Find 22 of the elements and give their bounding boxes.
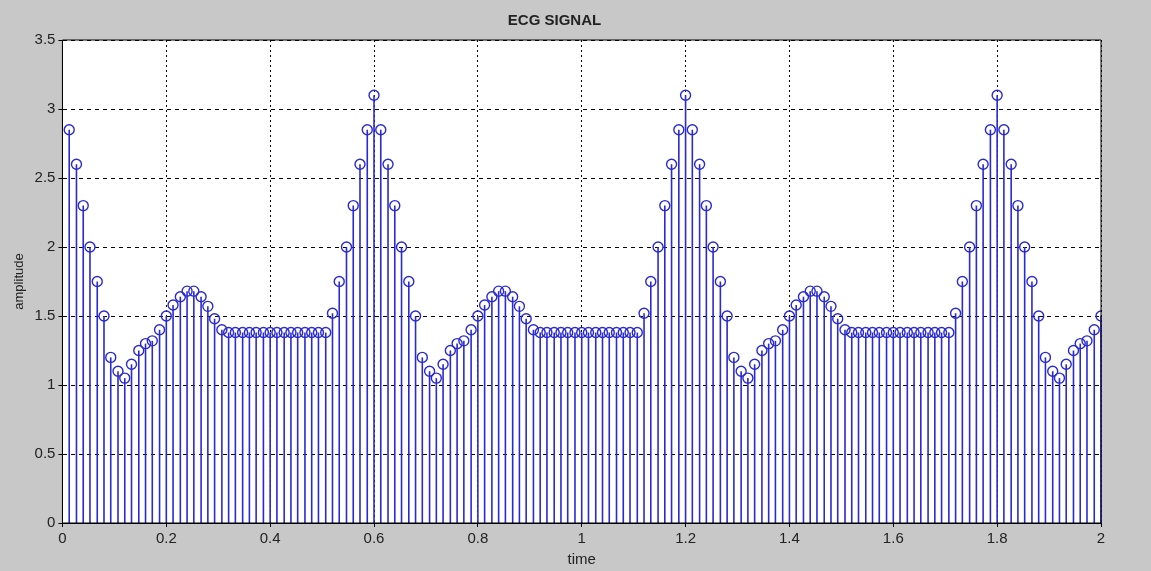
x-tick-label: 0.4 — [259, 529, 281, 547]
y-tick-label: 0 — [47, 513, 56, 531]
y-tick-label: 3.5 — [34, 30, 56, 48]
y-tick-label: 2.5 — [34, 168, 56, 186]
y-axis-title: amplitude — [11, 253, 27, 310]
x-tick-label: 0.2 — [155, 529, 177, 547]
x-tick-label: 0.6 — [363, 529, 385, 547]
x-tick-label: 0.8 — [467, 529, 489, 547]
x-tick-label: 1.2 — [675, 529, 697, 547]
x-tick-label: 0 — [58, 529, 67, 547]
x-axis-title: time — [567, 550, 596, 568]
y-tick-label: 1 — [47, 375, 56, 393]
y-tick-label: 0.5 — [34, 444, 56, 462]
y-tick-label: 2 — [47, 237, 56, 255]
x-tick-label: 1.8 — [986, 529, 1008, 547]
x-tick-label: 2 — [1096, 529, 1106, 547]
x-tick-label: 1.4 — [779, 529, 800, 547]
y-tick-label: 1.5 — [34, 306, 56, 324]
x-tick-label: 1 — [577, 529, 586, 547]
chart-title: ECG SIGNAL — [507, 11, 602, 29]
y-tick-label: 3 — [47, 99, 56, 117]
x-tick-label: 1.6 — [882, 529, 904, 547]
